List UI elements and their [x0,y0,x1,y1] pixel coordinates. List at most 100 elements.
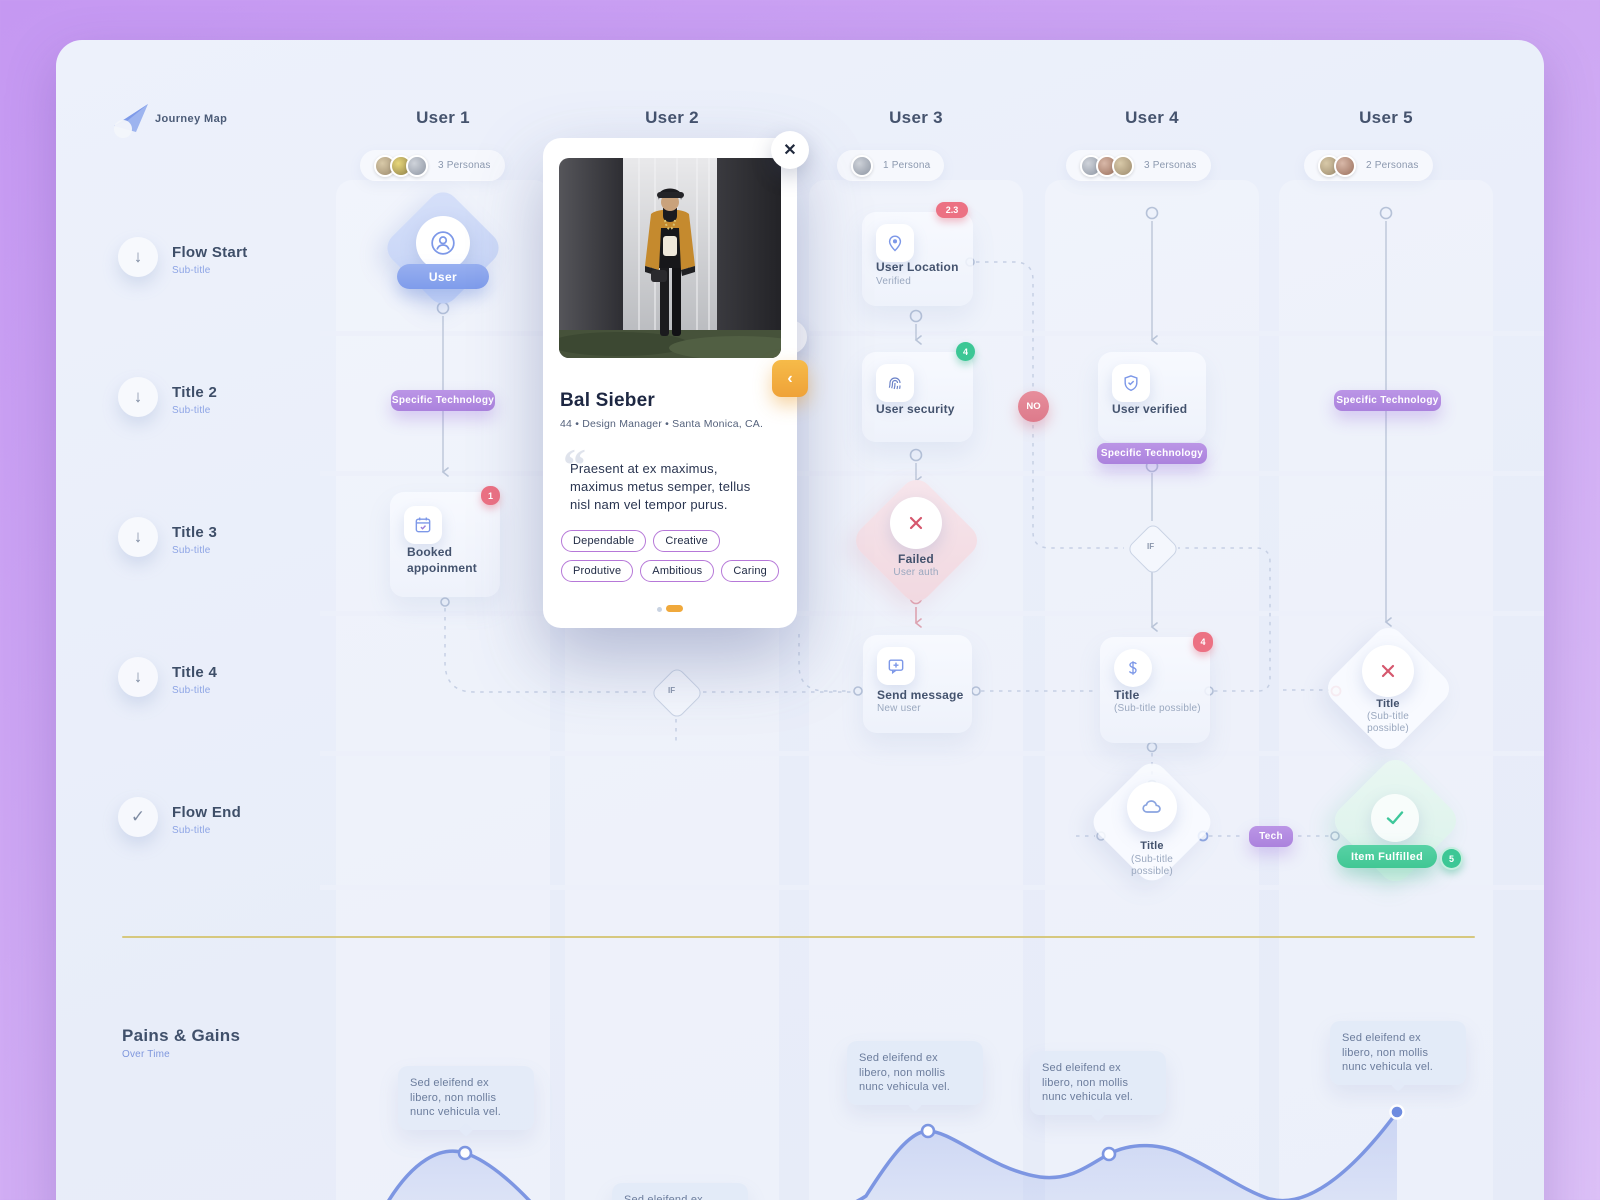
chart-point-filled [1389,1104,1405,1120]
row-divider [320,611,1544,616]
row-icon-flow-start: ↓ [118,237,158,277]
badge-count: 4 [1193,632,1213,652]
persona-tag[interactable]: Ambitious [640,560,715,582]
no-branch-marker: NO [1018,391,1049,422]
personas-user3[interactable]: 1 Persona [837,150,945,181]
fingerprint-icon [876,364,914,402]
chart-point-ring [920,1123,936,1139]
tech-tag[interactable]: Tech [1249,826,1293,847]
carousel-active-dot[interactable] [666,605,683,612]
pains-gains-title: Pains & Gains [122,1026,241,1045]
user-icon-circle [416,216,470,270]
card-title: Title [1114,688,1140,702]
carousel-dot[interactable] [657,607,662,612]
failed-title: Failed [898,552,934,566]
row-subtitle: Sub-title [172,825,211,836]
badge-count: 4 [956,342,975,361]
persona-tag[interactable]: Caring [721,560,779,582]
chevron-left-icon[interactable]: ‹ [772,360,808,397]
card-title: User verified [1112,402,1188,416]
avatar [1112,154,1134,177]
failed-subtitle: User auth [893,567,939,578]
badge-count: 2.3 [936,202,968,218]
item-fulfilled-pill[interactable]: Item Fulfilled [1337,845,1437,868]
card-title-line: Booked [407,545,453,559]
journey-map-logo-icon [114,104,148,138]
row-icon-title4: ↓ [118,657,158,697]
column-title-user1: User 1 [416,108,470,127]
x-subtitle-line: (Sub-title [1366,711,1409,722]
avatar-group [1318,154,1356,177]
x-subtitle-line: possible) [1367,723,1409,734]
row-subtitle: Sub-title [172,545,211,556]
row-title: Title 3 [172,524,218,541]
persona-meta: 44 • Design Manager • Santa Monica, CA. [560,418,764,430]
personas-count-label: 1 Persona [883,160,931,171]
quote-icon: “ [563,439,586,490]
failed-x-circle [890,497,942,549]
row-subtitle: Sub-title [172,265,211,276]
check-icon [1386,811,1404,825]
location-pin-icon [876,224,914,262]
row-title: Title 4 [172,664,218,681]
arrow-down-icon: ↓ [133,667,143,686]
user-start-pill[interactable]: User [397,264,489,289]
badge-count: 5 [1440,847,1463,870]
cloud-icon [1142,800,1161,813]
avatar-group [374,154,428,177]
row-divider [320,885,1544,890]
column-title-user5: User 5 [1359,108,1413,127]
chart-tooltip: Sed eleifend ex libero, non mollis nunc … [398,1066,534,1130]
row-icon-title3: ↓ [118,517,158,557]
personas-count-label: 3 Personas [438,160,491,171]
chart-tooltip: Sed eleifend ex libero, non mollis nunc … [847,1041,983,1105]
arrow-down-icon: ↓ [133,387,143,406]
row-icon-flow-end: ✓ [118,797,158,837]
row-title: Title 2 [172,384,218,401]
shield-check-icon [1112,364,1150,402]
persona-tag[interactable]: Produtive [561,560,634,582]
specific-technology-tag[interactable]: Specific Technology [391,390,495,411]
if-label: IF [668,686,676,695]
persona-photo [559,158,781,358]
card-subtitle: New user [877,703,921,714]
x-icon-circle [1362,645,1414,697]
column-title-user2: User 2 [645,108,699,127]
cloud-icon-circle [1127,782,1177,832]
row-icon-title2: ↓ [118,377,158,417]
row-subtitle: Sub-title [172,405,211,416]
check-icon-circle [1371,794,1419,842]
avatar-group [851,154,873,177]
card-title: User security [876,402,955,416]
calendar-check-icon [404,506,442,544]
x-icon [1381,664,1395,678]
row-divider [320,751,1544,756]
message-plus-icon [877,647,915,685]
specific-technology-tag[interactable]: Specific Technology [1334,390,1441,411]
column-title-user4: User 4 [1125,108,1179,127]
specific-technology-tag[interactable]: Specific Technology [1097,443,1207,464]
close-icon[interactable]: ✕ [771,131,809,169]
card-title-line: appoinment [407,561,477,575]
persona-tag[interactable]: Dependable [561,530,647,552]
check-icon: ✓ [130,807,146,826]
card-subtitle: Verified [876,276,911,287]
pains-gains-subtitle: Over Time [122,1049,170,1060]
badge-count: 1 [481,486,500,505]
card-title: Send message [877,688,964,702]
personas-user4[interactable]: 3 Personas [1066,150,1211,181]
avatar [406,154,428,177]
x-title: Title [1376,698,1400,710]
column-title-user3: User 3 [889,108,943,127]
personas-user5[interactable]: 2 Personas [1304,150,1433,181]
personas-user1[interactable]: 3 Personas [360,150,505,181]
chart-tooltip: Sed eleifend ex libero, non mollis nunc … [1030,1051,1166,1115]
persona-tag[interactable]: Creative [653,530,720,552]
avatar [851,154,873,177]
personas-count-label: 3 Personas [1144,160,1197,171]
user-icon [431,231,455,255]
avatar [1334,154,1356,177]
persona-modal: Bal Sieber 44 • Design Manager • Santa M… [543,138,797,628]
card-subtitle: (Sub-title possible) [1114,703,1201,714]
row-divider [320,331,1544,336]
